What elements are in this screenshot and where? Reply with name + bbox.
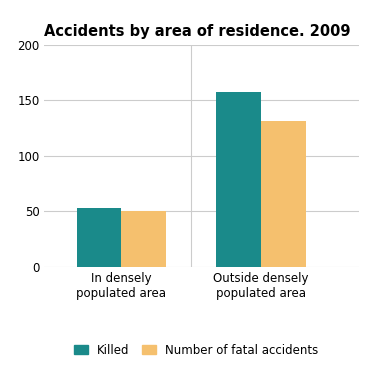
- Bar: [216, 92, 261, 267]
- Legend: Killed, Number of fatal accidents: Killed, Number of fatal accidents: [69, 339, 323, 361]
- Text: Accidents by area of residence. 2009: Accidents by area of residence. 2009: [44, 24, 351, 39]
- Bar: [77, 208, 121, 267]
- Bar: [121, 211, 166, 267]
- Bar: [261, 121, 306, 267]
